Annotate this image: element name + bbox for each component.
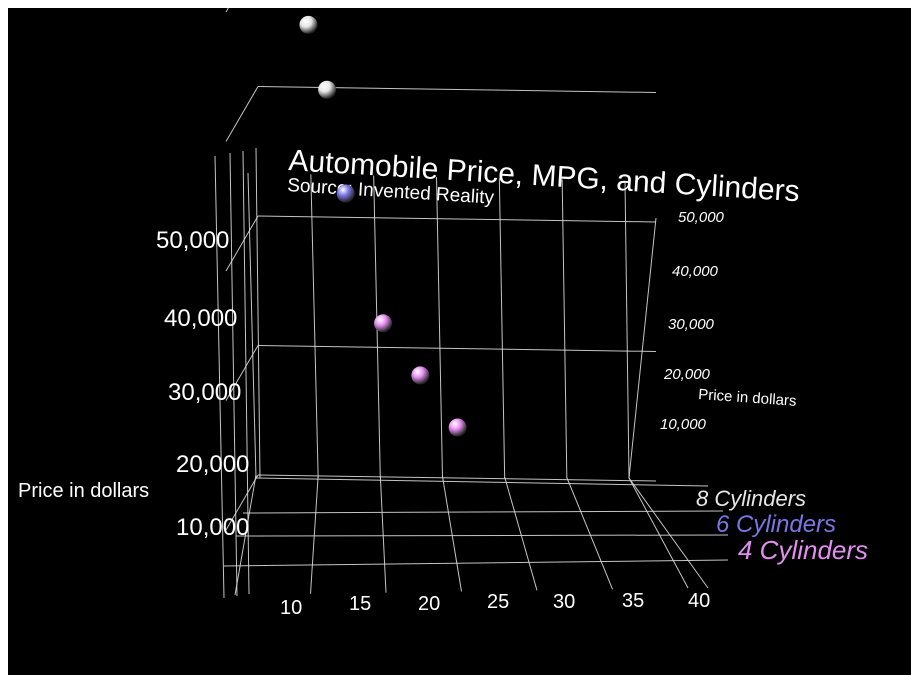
grid-line [247, 172, 257, 479]
grid-line [257, 474, 657, 482]
grid-line [628, 477, 709, 589]
x-tick-label: 25 [487, 591, 509, 613]
chart-canvas: Automobile Price, MPG, and Cylinders Sou… [18, 8, 868, 619]
grid-line [214, 155, 225, 599]
data-point [448, 418, 467, 437]
x-tick-label: 40 [688, 590, 710, 612]
grid-line [257, 215, 657, 223]
x-tick-label: 20 [418, 593, 440, 615]
data-points [299, 15, 467, 437]
legend-entry: 8 Cylinders [696, 486, 806, 511]
data-point [336, 184, 355, 203]
grid-line [310, 174, 319, 479]
grid-line [255, 477, 709, 487]
y-tick-label-left: 20,000 [176, 451, 249, 478]
grid-line [225, 474, 259, 531]
grid-line [566, 477, 613, 590]
y-tick-label-left: 40,000 [164, 305, 237, 332]
grid-line [225, 86, 259, 142]
y-tick-label-right: 50,000 [678, 209, 725, 226]
grid-line [225, 8, 229, 13]
grid-line [225, 215, 259, 272]
grid-line [223, 559, 729, 567]
grid-line [257, 86, 657, 93]
grid-line [242, 510, 724, 514]
grid-lines [214, 8, 729, 599]
y-tick-label-right: 30,000 [668, 316, 715, 333]
x-tick-label: 35 [622, 590, 644, 612]
x-ticks: 10 15 20 25 30 35 40 [280, 590, 710, 619]
y-axis-label-right: Price in dollars [698, 386, 797, 410]
grid-line [310, 475, 319, 594]
x-tick-label: 10 [280, 597, 302, 619]
grid-line [504, 476, 538, 591]
x-tick-label: 30 [553, 591, 575, 613]
grid-line [255, 147, 261, 479]
grid-line [628, 217, 657, 479]
grid-line [234, 474, 257, 596]
grid-line [624, 180, 630, 479]
y-ticks-left: 10,000 20,000 30,000 40,000 50,000 [156, 227, 249, 541]
grid-line [379, 475, 387, 593]
y-ticks-right: 10,000 20,000 30,000 40,000 50,000 [660, 209, 725, 433]
data-point [374, 314, 393, 333]
data-point [411, 366, 430, 385]
legend-entry: 4 Cylinders [738, 535, 868, 565]
y-tick-label-right: 10,000 [660, 416, 707, 433]
x-tick-label: 15 [349, 593, 371, 615]
grid-line [235, 534, 729, 537]
data-point [318, 80, 337, 99]
grid-line [561, 179, 568, 479]
grid-line [498, 178, 506, 479]
y-tick-label-left: 50,000 [156, 227, 229, 254]
data-point [299, 15, 318, 34]
grid-line [442, 476, 462, 592]
grid-line [628, 477, 689, 589]
grid-line [229, 152, 238, 597]
y-tick-label-left: 30,000 [168, 379, 241, 406]
y-tick-label-left: 10,000 [176, 514, 249, 541]
legend-entry: 6 Cylinders [716, 511, 836, 538]
chart-frame: Automobile Price, MPG, and Cylinders Sou… [8, 8, 911, 675]
grid-line [257, 345, 657, 352]
grid-line [436, 176, 443, 479]
y-axis-label-left: Price in dollars [18, 480, 149, 502]
y-tick-label-right: 40,000 [672, 263, 719, 280]
y-tick-label-right: 20,000 [663, 366, 711, 383]
